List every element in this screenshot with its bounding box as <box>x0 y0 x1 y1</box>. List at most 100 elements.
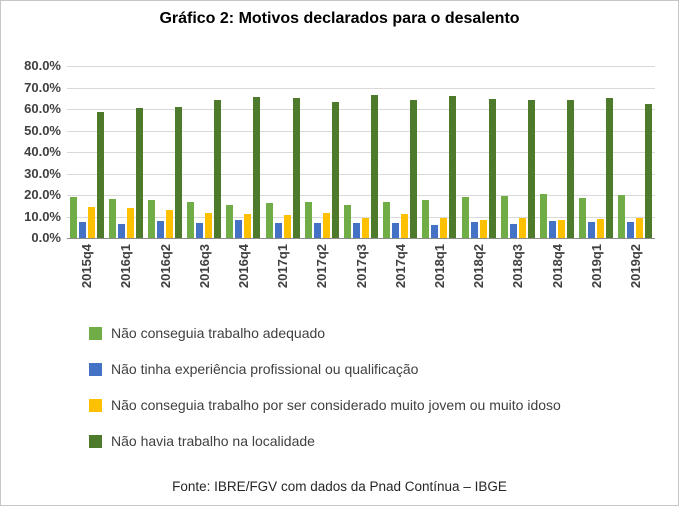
legend: Não conseguia trabalho adequado Não tinha… <box>89 322 561 452</box>
bar <box>126 207 134 238</box>
bar-group <box>498 100 537 238</box>
bar <box>549 220 557 238</box>
bar-group <box>577 98 616 238</box>
legend-swatch <box>89 398 102 412</box>
bar-group <box>145 106 184 238</box>
bar <box>606 98 614 238</box>
bar <box>410 100 418 238</box>
gridline <box>67 87 655 89</box>
x-tick: 2017q4 <box>381 244 420 312</box>
x-axis: 2015q4 2016q1 2016q2 2016q3 2016q4 2017q1 2017… <box>67 244 655 312</box>
x-tick: 2016q1 <box>106 244 145 312</box>
legend-item: Não conseguia trabalho por ser considera… <box>89 394 561 416</box>
bar <box>244 214 252 238</box>
bar <box>518 217 526 238</box>
y-tick-label: 80.0% <box>24 58 61 73</box>
bar <box>597 218 605 238</box>
bar <box>292 98 300 238</box>
bar-group <box>224 97 263 238</box>
bar <box>331 101 339 238</box>
y-tick-label: 60.0% <box>24 101 61 116</box>
y-tick-label: 50.0% <box>24 122 61 138</box>
bar <box>645 103 653 238</box>
bar <box>627 221 635 238</box>
x-tick-label: 2018q2 <box>471 244 487 289</box>
gridline <box>67 152 655 153</box>
bar <box>157 220 164 238</box>
source-note: Fonte: IBRE/FGV com dados da Pnad Contín… <box>172 479 507 494</box>
bar-group <box>381 100 420 238</box>
bar <box>479 219 487 238</box>
bar <box>540 193 548 238</box>
bar <box>117 224 125 238</box>
bar <box>187 201 195 238</box>
bar <box>579 198 587 238</box>
bar <box>509 224 517 238</box>
bar <box>283 215 291 238</box>
x-tick: 2018q3 <box>498 244 537 312</box>
legend-label: Não conseguia trabalho por ser considera… <box>111 397 561 413</box>
gridline <box>67 195 655 196</box>
bar <box>401 214 409 238</box>
bar <box>96 112 104 238</box>
bar <box>527 100 535 238</box>
legend-swatch <box>89 434 102 448</box>
y-tick-label: 70.0% <box>24 79 61 95</box>
gridline <box>67 216 655 218</box>
bar-group <box>67 112 106 238</box>
x-tick: 2015q4 <box>67 244 106 312</box>
legend-label: Não conseguia trabalho adequado <box>111 325 326 341</box>
bar-group <box>420 96 459 238</box>
bar <box>500 196 508 238</box>
bar <box>313 223 321 238</box>
bar <box>383 201 391 238</box>
bar <box>235 219 243 238</box>
bar <box>148 200 155 238</box>
x-tick-label: 2016q2 <box>157 244 173 289</box>
x-tick: 2016q4 <box>224 244 263 312</box>
x-tick: 2016q2 <box>145 244 184 312</box>
x-tick-label: 2015q4 <box>79 244 95 289</box>
bar <box>636 217 644 238</box>
x-tick-label: 2018q3 <box>510 244 526 289</box>
bar <box>588 221 596 238</box>
y-tick-label: 20.0% <box>24 187 61 202</box>
x-tick-label: 2018q1 <box>431 244 447 289</box>
legend-label: Não havia trabalho na localidade <box>111 433 315 449</box>
bar <box>196 223 204 238</box>
bar <box>274 223 282 238</box>
legend-swatch <box>89 362 102 376</box>
chart-title: Gráfico 2: Motivos declarados para o des… <box>159 10 520 27</box>
legend-item: Não havia trabalho na localidade <box>89 430 561 452</box>
bar <box>135 107 143 238</box>
bar <box>175 106 182 238</box>
bar-group <box>537 100 576 238</box>
x-tick: 2016q3 <box>185 244 224 312</box>
bar <box>87 206 95 238</box>
bar <box>371 95 379 238</box>
bar <box>470 221 478 238</box>
bar <box>344 204 352 238</box>
bar <box>422 200 430 238</box>
bar <box>253 97 261 238</box>
bar-group <box>302 101 341 238</box>
gridline <box>67 66 655 67</box>
bar-group <box>341 95 380 238</box>
bar <box>618 195 626 238</box>
gridline <box>67 173 655 175</box>
bar <box>69 197 77 238</box>
bar <box>166 210 173 238</box>
bar <box>392 223 400 238</box>
bar <box>558 219 566 238</box>
x-tick-label: 2016q3 <box>196 244 212 289</box>
gridline <box>67 109 655 110</box>
bar <box>108 199 116 238</box>
x-tick-label: 2017q4 <box>392 244 408 289</box>
bar <box>431 225 439 238</box>
bar <box>78 221 86 238</box>
x-tick: 2018q2 <box>459 244 498 312</box>
bar <box>488 99 496 238</box>
bar <box>440 217 448 238</box>
bar <box>214 100 222 238</box>
